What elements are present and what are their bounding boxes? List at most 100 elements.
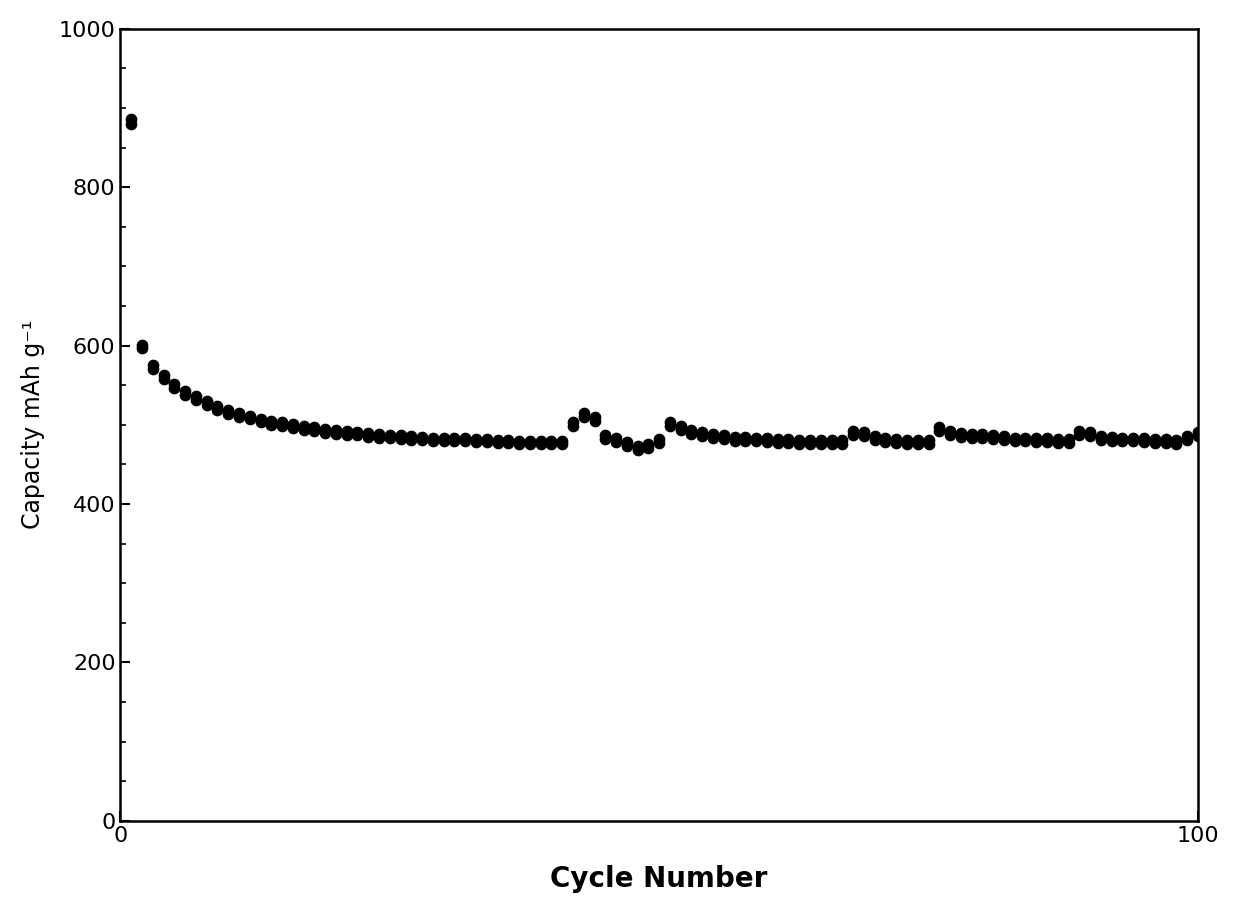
Point	[650, 431, 670, 446]
Point	[735, 430, 755, 444]
Point	[283, 417, 303, 431]
Point	[929, 424, 949, 439]
Point	[229, 409, 249, 424]
Point	[671, 420, 691, 434]
Point	[552, 437, 572, 452]
Point	[379, 428, 399, 442]
Point	[811, 432, 831, 447]
Point	[703, 431, 723, 446]
Point	[756, 431, 776, 446]
Point	[197, 398, 217, 412]
Point	[370, 427, 389, 441]
Point	[272, 420, 291, 434]
Point	[1102, 430, 1122, 444]
Point	[444, 434, 464, 449]
Point	[962, 430, 982, 445]
Point	[854, 425, 874, 440]
Point	[714, 431, 734, 446]
Point	[1004, 434, 1024, 449]
Point	[531, 437, 551, 452]
Point	[218, 407, 238, 421]
Point	[790, 432, 810, 447]
Point	[477, 431, 497, 446]
Point	[239, 409, 259, 423]
Point	[790, 437, 810, 452]
Point	[423, 433, 443, 448]
Point	[358, 430, 378, 444]
Point	[864, 429, 884, 443]
Point	[919, 437, 939, 452]
Point	[832, 437, 852, 452]
Point	[940, 428, 960, 442]
Point	[294, 419, 314, 433]
Point	[811, 437, 831, 452]
Point	[897, 432, 916, 447]
Point	[207, 399, 227, 413]
Point	[477, 435, 497, 450]
Point	[154, 372, 174, 387]
Point	[272, 415, 291, 430]
Point	[574, 409, 594, 424]
Point	[186, 392, 206, 407]
Point	[186, 388, 206, 403]
Point	[229, 406, 249, 420]
Point	[1167, 437, 1187, 452]
Point	[250, 415, 270, 430]
Point	[218, 402, 238, 417]
Point	[1135, 431, 1154, 446]
Point	[746, 434, 766, 449]
Point	[972, 427, 992, 441]
Point	[466, 435, 486, 450]
Point	[606, 435, 626, 450]
Point	[154, 367, 174, 382]
Point	[574, 406, 594, 420]
Point	[800, 432, 820, 447]
Point	[639, 437, 658, 452]
Point	[391, 431, 410, 446]
Point	[724, 433, 744, 448]
Point	[779, 436, 799, 451]
Point	[660, 420, 680, 434]
Point	[1156, 431, 1176, 446]
Point	[1135, 435, 1154, 450]
Point	[337, 424, 357, 439]
Point	[337, 428, 357, 442]
Point	[908, 437, 928, 452]
Point	[122, 117, 141, 132]
Point	[1145, 436, 1164, 451]
Point	[627, 443, 647, 458]
Point	[940, 424, 960, 439]
Point	[283, 420, 303, 435]
Point	[875, 435, 895, 450]
Point	[1069, 428, 1089, 442]
Point	[692, 425, 712, 440]
Point	[832, 432, 852, 447]
Point	[1080, 425, 1100, 440]
Point	[692, 429, 712, 443]
Point	[1080, 429, 1100, 443]
Point	[1048, 431, 1068, 446]
Point	[779, 431, 799, 446]
Point	[671, 423, 691, 438]
Point	[175, 388, 195, 402]
Point	[983, 431, 1003, 446]
Point	[1027, 435, 1047, 450]
Point	[1027, 431, 1047, 446]
Point	[1145, 431, 1164, 446]
Point	[315, 421, 335, 436]
Point	[262, 413, 281, 428]
Point	[618, 439, 637, 453]
Point	[165, 381, 185, 396]
Point	[379, 431, 399, 446]
Point	[347, 428, 367, 442]
Point	[487, 432, 507, 447]
Point	[510, 433, 529, 448]
Point	[1004, 430, 1024, 445]
Point	[412, 432, 432, 447]
Point	[703, 427, 723, 441]
Point	[315, 425, 335, 440]
X-axis label: Cycle Number: Cycle Number	[551, 866, 768, 893]
Point	[962, 426, 982, 441]
Point	[864, 432, 884, 447]
Point	[498, 432, 518, 447]
